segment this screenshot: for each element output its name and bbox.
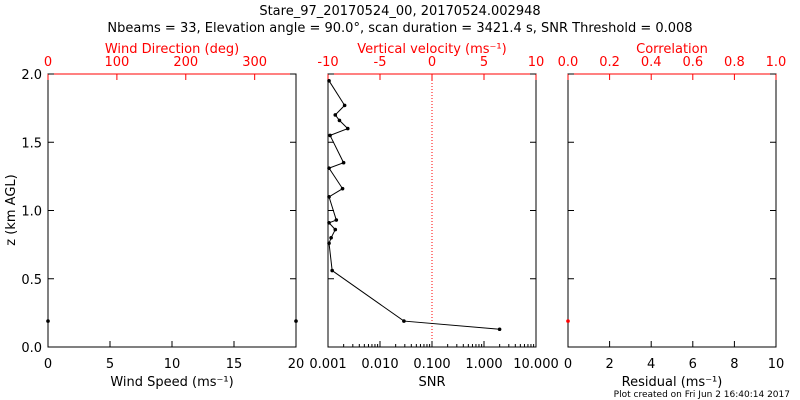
velocity-point	[328, 133, 332, 138]
residual-bottom-tick-label: 10	[768, 357, 785, 372]
velocity-profile-line	[328, 80, 500, 330]
wind-top-tick-label: 100	[104, 55, 129, 70]
snr-top-tick-label: 5	[480, 55, 488, 70]
wind-panel: 0 5 10 15 20 0 100 200 300 0.0 0.5 1.0 1.5 2.0 Wind…	[4, 42, 304, 390]
velocity-panel: 0.001 0.010 0.100 1.000 10.000 -10 -5 0 5 10 Ver…	[309, 42, 558, 390]
velocity-point	[327, 79, 331, 83]
velocity-point	[337, 118, 342, 123]
residual-point	[566, 319, 570, 323]
wind-bottom-tick-label: 0	[44, 357, 52, 372]
velocity-point	[345, 126, 350, 131]
velocity-point	[327, 195, 331, 199]
snr-top-tick-label: 10	[528, 55, 545, 70]
velocity-point	[497, 327, 502, 332]
wind-panel-frame	[47, 73, 297, 348]
velocity-point	[329, 236, 333, 240]
snr-bottom-tick-label: 0.001	[309, 357, 346, 372]
residual-bottom-tick-label: 4	[647, 357, 655, 372]
vertical-velocity-label: Vertical velocity (ms⁻¹)	[357, 42, 506, 57]
residual-top-tick-label: 0.2	[599, 55, 620, 70]
residual-bottom-tick-label: 8	[730, 357, 738, 372]
snr-top-tick-label: -10	[317, 55, 338, 70]
residual-top-tick-label: 0.4	[641, 55, 662, 70]
height-tick-label: 2.0	[21, 68, 42, 83]
height-axis-label: z (km AGL)	[4, 174, 19, 245]
snr-bottom-tick-label: 1.000	[465, 357, 502, 372]
velocity-point	[334, 218, 339, 222]
wind-speed-label: Wind Speed (ms⁻¹)	[110, 375, 233, 390]
snr-top-tick-label: -5	[374, 55, 387, 70]
snr-label: SNR	[418, 375, 445, 390]
correlation-panel-frame	[567, 73, 777, 348]
snr-bottom-tick-label: 10.000	[513, 357, 559, 372]
velocity-point	[342, 103, 347, 108]
residual-top-tick-label: 1.0	[766, 55, 787, 70]
plot-created-footer: Plot created on Fri Jun 2 16:40:14 2017	[614, 390, 790, 400]
height-tick-label: 0.5	[21, 273, 42, 288]
velocity-panel-frame	[327, 73, 537, 348]
residual-top-tick-label: 0.8	[724, 55, 745, 70]
wind-direction-label: Wind Direction (deg)	[105, 42, 239, 57]
residual-top-tick-label: 0.6	[682, 55, 703, 70]
snr-bottom-tick-label: 0.100	[413, 357, 450, 372]
height-tick-label: 1.0	[21, 205, 42, 220]
snr-top-tick-label: 0	[428, 55, 436, 70]
velocity-point	[341, 160, 346, 165]
height-tick-label: 1.5	[21, 136, 42, 151]
residual-label: Residual (ms⁻¹)	[622, 375, 723, 390]
wind-point	[294, 319, 298, 323]
velocity-point	[327, 241, 331, 246]
title-line-2: Nbeams = 33, Elevation angle = 90.0°, sc…	[107, 21, 692, 36]
wind-top-tick-label: 0	[44, 55, 52, 70]
wind-bottom-tick-label: 10	[164, 357, 181, 372]
velocity-point	[402, 319, 406, 323]
velocity-point	[333, 227, 338, 232]
residual-top-tick-label: 0.0	[558, 55, 579, 70]
correlation-panel: 0 2 4 6 8 10 0.0 0.2 0.4 0.6 0.8 1.0 Correlation R…	[558, 42, 787, 390]
residual-bottom-tick-label: 6	[689, 357, 697, 372]
velocity-point	[327, 220, 331, 225]
height-tick-label: 0.0	[21, 341, 42, 356]
wind-bottom-tick-label: 20	[288, 357, 305, 372]
velocity-point	[340, 186, 345, 191]
snr-bottom-tick-label: 0.010	[361, 357, 398, 372]
wind-point	[46, 319, 50, 323]
wind-bottom-tick-label: 15	[226, 357, 243, 372]
residual-bottom-tick-label: 0	[564, 357, 572, 372]
velocity-point	[333, 113, 338, 117]
velocity-point	[327, 166, 331, 170]
velocity-point	[330, 268, 334, 273]
wind-top-tick-label: 200	[173, 55, 198, 70]
correlation-label: Correlation	[636, 42, 708, 57]
residual-bottom-tick-label: 2	[605, 357, 613, 372]
wind-bottom-tick-label: 5	[106, 357, 114, 372]
title-line-1: Stare_97_20170524_00, 20170524.002948	[259, 4, 540, 19]
wind-top-tick-label: 300	[242, 55, 267, 70]
